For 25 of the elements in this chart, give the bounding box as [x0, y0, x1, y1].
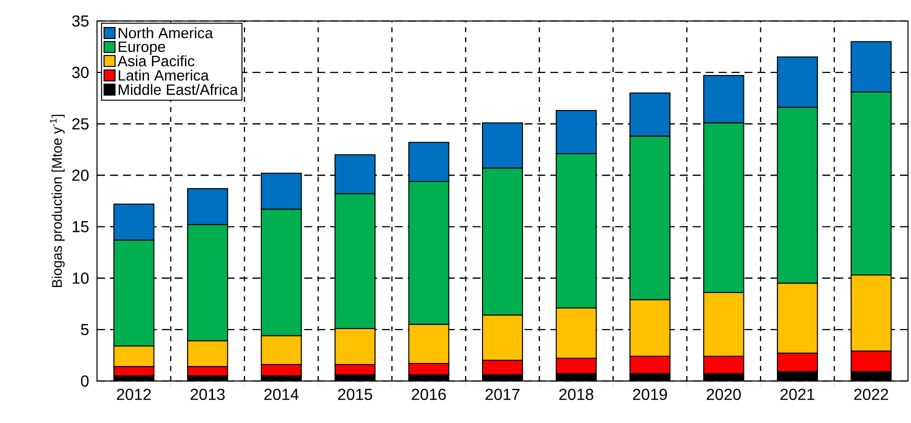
- x-tick-label: 2018: [559, 388, 594, 400]
- legend-label: North America: [118, 27, 214, 38]
- x-tick-label: 2013: [190, 388, 225, 400]
- legend-label: Middle East/Africa: [118, 84, 238, 95]
- legend-label: Asia Pacific: [118, 55, 194, 66]
- legend-label: Latin America: [118, 70, 209, 81]
- x-tick-label: 2017: [486, 388, 520, 400]
- x-tick-label: 2019: [633, 388, 667, 400]
- x-tick-label: 2014: [264, 388, 299, 400]
- y-tick-label: 10: [72, 272, 89, 284]
- y-tick-label: 5: [81, 324, 89, 336]
- y-tick-label: 0: [80, 375, 89, 387]
- x-tick-label: 2012: [116, 388, 151, 400]
- x-tick-label: 2021: [780, 388, 814, 400]
- x-tick-label: 2016: [412, 388, 446, 400]
- y-tick-label: 20: [72, 170, 89, 181]
- y-tick-label: 25: [72, 118, 89, 130]
- y-tick-label: 35: [72, 15, 89, 27]
- y-tick-label: 15: [72, 221, 89, 232]
- y-axis-title: Biogas production [Mtoe y$^{-1}$]: [50, 114, 65, 288]
- x-tick-label: 2020: [706, 388, 741, 400]
- x-tick-label: 2022: [854, 388, 888, 400]
- legend-label: Europe: [118, 42, 166, 55]
- x-tick-label: 2015: [338, 388, 372, 400]
- y-tick-label: 30: [72, 66, 89, 78]
